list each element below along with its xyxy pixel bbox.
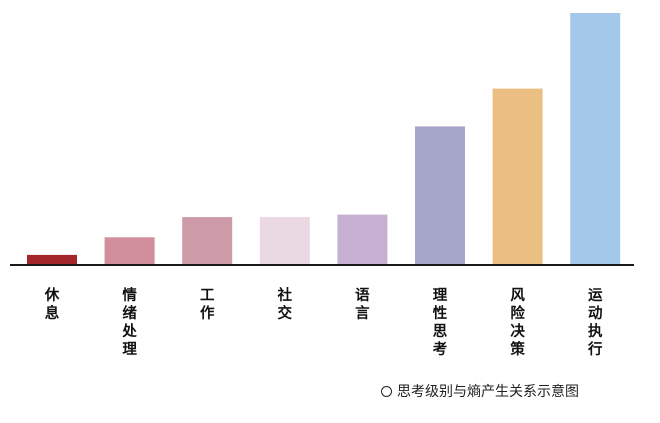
bar-5 bbox=[337, 214, 388, 265]
category-label-7: 风险决策 bbox=[509, 287, 525, 358]
category-label-4: 社交 bbox=[277, 286, 293, 322]
bar-3 bbox=[182, 217, 233, 265]
category-label-8: 运动执行 bbox=[587, 287, 603, 358]
circle-outline-icon bbox=[381, 385, 392, 397]
bars-group bbox=[27, 13, 621, 266]
category-label-1: 休息 bbox=[44, 286, 60, 322]
category-label-2: 情绪处理 bbox=[121, 286, 137, 358]
category-label-6: 理性思考 bbox=[433, 287, 448, 358]
bar-7 bbox=[492, 88, 543, 265]
chart-caption: 思考级别与熵产生关系示意图 bbox=[381, 380, 579, 402]
bar-8 bbox=[570, 13, 621, 265]
caption-text: 思考级别与熵产生关系示意图 bbox=[397, 384, 579, 400]
bar-6 bbox=[415, 126, 465, 266]
category-label-5: 语言 bbox=[355, 287, 370, 322]
category-label-3: 工作 bbox=[200, 288, 215, 322]
category-labels-group: 休息 情绪处理 工作 社交 语言 理性思考 风险决策 运动执行 bbox=[44, 286, 603, 358]
bar-1 bbox=[27, 254, 77, 265]
bar-2 bbox=[104, 237, 155, 265]
bar-4 bbox=[259, 217, 310, 265]
